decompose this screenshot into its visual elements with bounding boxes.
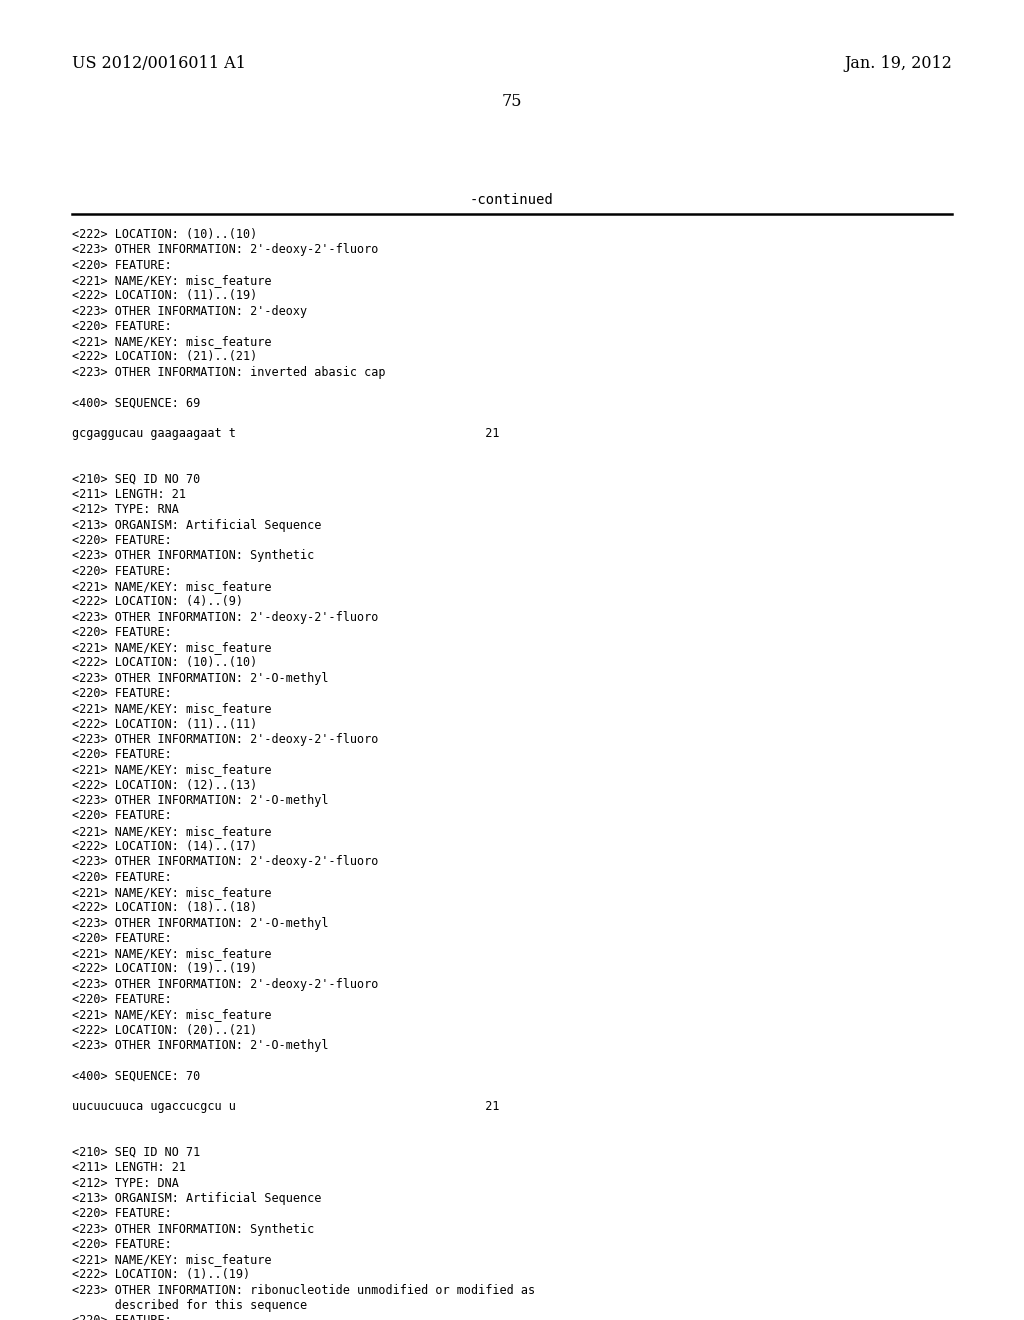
Text: <223> OTHER INFORMATION: 2'-deoxy-2'-fluoro: <223> OTHER INFORMATION: 2'-deoxy-2'-flu… <box>72 243 379 256</box>
Text: <221> NAME/KEY: misc_feature: <221> NAME/KEY: misc_feature <box>72 579 271 593</box>
Text: <213> ORGANISM: Artificial Sequence: <213> ORGANISM: Artificial Sequence <box>72 519 322 532</box>
Text: <223> OTHER INFORMATION: 2'-deoxy-2'-fluoro: <223> OTHER INFORMATION: 2'-deoxy-2'-flu… <box>72 733 379 746</box>
Text: <221> NAME/KEY: misc_feature: <221> NAME/KEY: misc_feature <box>72 275 271 286</box>
Text: <220> FEATURE:: <220> FEATURE: <box>72 871 172 883</box>
Text: <220> FEATURE:: <220> FEATURE: <box>72 993 172 1006</box>
Text: <212> TYPE: RNA: <212> TYPE: RNA <box>72 503 179 516</box>
Text: <210> SEQ ID NO 70: <210> SEQ ID NO 70 <box>72 473 201 486</box>
Text: -continued: -continued <box>470 193 554 207</box>
Text: <221> NAME/KEY: misc_feature: <221> NAME/KEY: misc_feature <box>72 763 271 776</box>
Text: <222> LOCATION: (20)..(21): <222> LOCATION: (20)..(21) <box>72 1023 257 1036</box>
Text: <213> ORGANISM: Artificial Sequence: <213> ORGANISM: Artificial Sequence <box>72 1192 322 1205</box>
Text: <223> OTHER INFORMATION: 2'-deoxy-2'-fluoro: <223> OTHER INFORMATION: 2'-deoxy-2'-flu… <box>72 978 379 991</box>
Text: <221> NAME/KEY: misc_feature: <221> NAME/KEY: misc_feature <box>72 948 271 960</box>
Text: <221> NAME/KEY: misc_feature: <221> NAME/KEY: misc_feature <box>72 702 271 715</box>
Text: <222> LOCATION: (1)..(19): <222> LOCATION: (1)..(19) <box>72 1269 250 1282</box>
Text: <223> OTHER INFORMATION: Synthetic: <223> OTHER INFORMATION: Synthetic <box>72 1222 314 1236</box>
Text: Jan. 19, 2012: Jan. 19, 2012 <box>844 55 952 73</box>
Text: <220> FEATURE:: <220> FEATURE: <box>72 259 172 272</box>
Text: <223> OTHER INFORMATION: ribonucleotide unmodified or modified as: <223> OTHER INFORMATION: ribonucleotide … <box>72 1283 536 1296</box>
Text: <220> FEATURE:: <220> FEATURE: <box>72 686 172 700</box>
Text: <220> FEATURE:: <220> FEATURE: <box>72 1238 172 1251</box>
Text: <223> OTHER INFORMATION: 2'-O-methyl: <223> OTHER INFORMATION: 2'-O-methyl <box>72 916 329 929</box>
Text: <222> LOCATION: (10)..(10): <222> LOCATION: (10)..(10) <box>72 656 257 669</box>
Text: <223> OTHER INFORMATION: 2'-deoxy-2'-fluoro: <223> OTHER INFORMATION: 2'-deoxy-2'-flu… <box>72 610 379 623</box>
Text: <220> FEATURE:: <220> FEATURE: <box>72 748 172 762</box>
Text: <220> FEATURE:: <220> FEATURE: <box>72 565 172 578</box>
Text: <223> OTHER INFORMATION: inverted abasic cap: <223> OTHER INFORMATION: inverted abasic… <box>72 366 385 379</box>
Text: described for this sequence: described for this sequence <box>72 1299 307 1312</box>
Text: <221> NAME/KEY: misc_feature: <221> NAME/KEY: misc_feature <box>72 886 271 899</box>
Text: <211> LENGTH: 21: <211> LENGTH: 21 <box>72 1162 186 1175</box>
Text: <220> FEATURE:: <220> FEATURE: <box>72 809 172 822</box>
Text: <221> NAME/KEY: misc_feature: <221> NAME/KEY: misc_feature <box>72 642 271 655</box>
Text: <222> LOCATION: (11)..(11): <222> LOCATION: (11)..(11) <box>72 718 257 730</box>
Text: <222> LOCATION: (10)..(10): <222> LOCATION: (10)..(10) <box>72 228 257 242</box>
Text: <212> TYPE: DNA: <212> TYPE: DNA <box>72 1176 179 1189</box>
Text: <221> NAME/KEY: misc_feature: <221> NAME/KEY: misc_feature <box>72 1008 271 1022</box>
Text: gcgaggucau gaagaagaat t                                   21: gcgaggucau gaagaagaat t 21 <box>72 426 500 440</box>
Text: US 2012/0016011 A1: US 2012/0016011 A1 <box>72 55 246 73</box>
Text: <222> LOCATION: (4)..(9): <222> LOCATION: (4)..(9) <box>72 595 243 609</box>
Text: <400> SEQUENCE: 70: <400> SEQUENCE: 70 <box>72 1069 201 1082</box>
Text: <220> FEATURE:: <220> FEATURE: <box>72 1208 172 1220</box>
Text: <223> OTHER INFORMATION: 2'-deoxy: <223> OTHER INFORMATION: 2'-deoxy <box>72 305 307 318</box>
Text: <222> LOCATION: (21)..(21): <222> LOCATION: (21)..(21) <box>72 350 257 363</box>
Text: <223> OTHER INFORMATION: 2'-O-methyl: <223> OTHER INFORMATION: 2'-O-methyl <box>72 795 329 807</box>
Text: uucuucuuca ugaccucgcu u                                   21: uucuucuuca ugaccucgcu u 21 <box>72 1100 500 1113</box>
Text: 75: 75 <box>502 92 522 110</box>
Text: <211> LENGTH: 21: <211> LENGTH: 21 <box>72 488 186 502</box>
Text: <220> FEATURE:: <220> FEATURE: <box>72 535 172 546</box>
Text: <221> NAME/KEY: misc_feature: <221> NAME/KEY: misc_feature <box>72 1253 271 1266</box>
Text: <223> OTHER INFORMATION: 2'-deoxy-2'-fluoro: <223> OTHER INFORMATION: 2'-deoxy-2'-flu… <box>72 855 379 869</box>
Text: <400> SEQUENCE: 69: <400> SEQUENCE: 69 <box>72 396 201 409</box>
Text: <220> FEATURE:: <220> FEATURE: <box>72 932 172 945</box>
Text: <222> LOCATION: (12)..(13): <222> LOCATION: (12)..(13) <box>72 779 257 792</box>
Text: <222> LOCATION: (18)..(18): <222> LOCATION: (18)..(18) <box>72 902 257 915</box>
Text: <222> LOCATION: (11)..(19): <222> LOCATION: (11)..(19) <box>72 289 257 302</box>
Text: <223> OTHER INFORMATION: 2'-O-methyl: <223> OTHER INFORMATION: 2'-O-methyl <box>72 672 329 685</box>
Text: <220> FEATURE:: <220> FEATURE: <box>72 626 172 639</box>
Text: <220> FEATURE:: <220> FEATURE: <box>72 1315 172 1320</box>
Text: <210> SEQ ID NO 71: <210> SEQ ID NO 71 <box>72 1146 201 1159</box>
Text: <222> LOCATION: (19)..(19): <222> LOCATION: (19)..(19) <box>72 962 257 975</box>
Text: <223> OTHER INFORMATION: Synthetic: <223> OTHER INFORMATION: Synthetic <box>72 549 314 562</box>
Text: <223> OTHER INFORMATION: 2'-O-methyl: <223> OTHER INFORMATION: 2'-O-methyl <box>72 1039 329 1052</box>
Text: <221> NAME/KEY: misc_feature: <221> NAME/KEY: misc_feature <box>72 335 271 348</box>
Text: <220> FEATURE:: <220> FEATURE: <box>72 319 172 333</box>
Text: <222> LOCATION: (14)..(17): <222> LOCATION: (14)..(17) <box>72 840 257 853</box>
Text: <221> NAME/KEY: misc_feature: <221> NAME/KEY: misc_feature <box>72 825 271 838</box>
